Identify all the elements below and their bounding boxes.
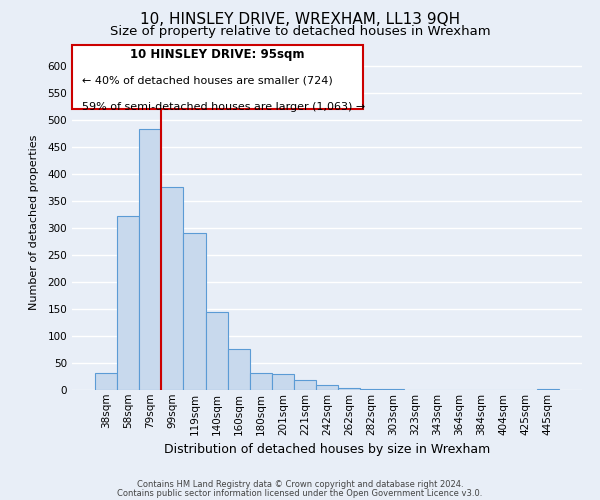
Bar xyxy=(227,350,250,390)
Bar xyxy=(117,216,139,390)
Bar xyxy=(338,388,360,390)
FancyBboxPatch shape xyxy=(72,45,362,108)
Y-axis label: Number of detached properties: Number of detached properties xyxy=(29,135,39,310)
Bar xyxy=(206,312,227,390)
Bar xyxy=(250,372,272,390)
Bar xyxy=(316,385,338,390)
Text: 59% of semi-detached houses are larger (1,063) →: 59% of semi-detached houses are larger (… xyxy=(82,102,365,112)
Bar xyxy=(294,380,316,390)
Bar xyxy=(95,372,117,390)
Text: Contains HM Land Registry data © Crown copyright and database right 2024.: Contains HM Land Registry data © Crown c… xyxy=(137,480,463,489)
Text: ← 40% of detached houses are smaller (724): ← 40% of detached houses are smaller (72… xyxy=(82,75,333,85)
X-axis label: Distribution of detached houses by size in Wrexham: Distribution of detached houses by size … xyxy=(164,443,490,456)
Bar xyxy=(184,233,206,390)
Text: Size of property relative to detached houses in Wrexham: Size of property relative to detached ho… xyxy=(110,25,490,38)
Bar xyxy=(272,374,294,390)
Bar xyxy=(161,188,184,390)
Text: 10, HINSLEY DRIVE, WREXHAM, LL13 9QH: 10, HINSLEY DRIVE, WREXHAM, LL13 9QH xyxy=(140,12,460,28)
Bar xyxy=(537,389,559,390)
Text: Contains public sector information licensed under the Open Government Licence v3: Contains public sector information licen… xyxy=(118,488,482,498)
Text: 10 HINSLEY DRIVE: 95sqm: 10 HINSLEY DRIVE: 95sqm xyxy=(130,48,305,62)
Bar xyxy=(139,129,161,390)
